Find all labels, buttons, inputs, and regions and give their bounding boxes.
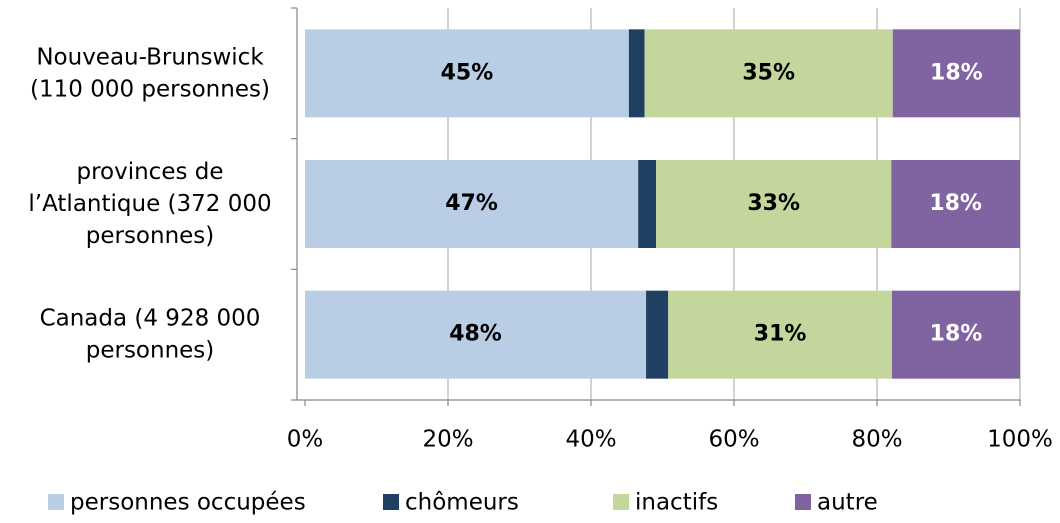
legend-swatch <box>48 494 64 510</box>
x-tick-label: 0% <box>287 427 324 453</box>
bar-segment <box>644 29 893 118</box>
bar-segment <box>628 29 645 118</box>
bar-segment <box>668 290 893 379</box>
legend-swatch <box>795 494 811 510</box>
bar-segment <box>892 29 1020 118</box>
value-label: 18% <box>930 60 983 85</box>
bar-segment <box>656 160 892 248</box>
x-tick-label: 60% <box>708 427 759 453</box>
value-label: 47% <box>445 191 498 216</box>
bar-segment <box>646 290 669 379</box>
legend-label: inactifs <box>635 490 718 516</box>
value-label: 18% <box>930 322 983 347</box>
legend-label: personnes occupées <box>70 490 306 516</box>
value-label: 18% <box>929 191 982 216</box>
bar-segment <box>891 160 1020 248</box>
x-tick-label: 100% <box>987 427 1053 453</box>
x-tick-label: 40% <box>565 427 616 453</box>
value-label: 45% <box>441 60 494 85</box>
x-tick-label: 80% <box>851 427 902 453</box>
bar-segment <box>305 29 629 118</box>
bar-segment <box>892 290 1020 379</box>
value-label: 48% <box>449 322 502 347</box>
x-tick-label: 20% <box>422 427 473 453</box>
y-tick-label: Nouveau-Brunswick (110 000 personnes) <box>30 44 270 102</box>
bar-segment <box>638 160 657 248</box>
value-label: 33% <box>747 191 800 216</box>
y-tick-label: provinces de l’Atlantique (372 000 personn… <box>28 159 271 249</box>
legend-label: chômeurs <box>405 490 519 516</box>
value-label: 35% <box>742 60 795 85</box>
bar-segment <box>305 160 639 248</box>
legend-label: autre <box>817 490 878 516</box>
bar-segment <box>305 290 647 379</box>
legend-swatch <box>613 494 629 510</box>
value-label: 31% <box>754 322 807 347</box>
y-tick-label: Canada (4 928 000 personnes) <box>40 305 261 363</box>
legend-swatch <box>383 494 399 510</box>
